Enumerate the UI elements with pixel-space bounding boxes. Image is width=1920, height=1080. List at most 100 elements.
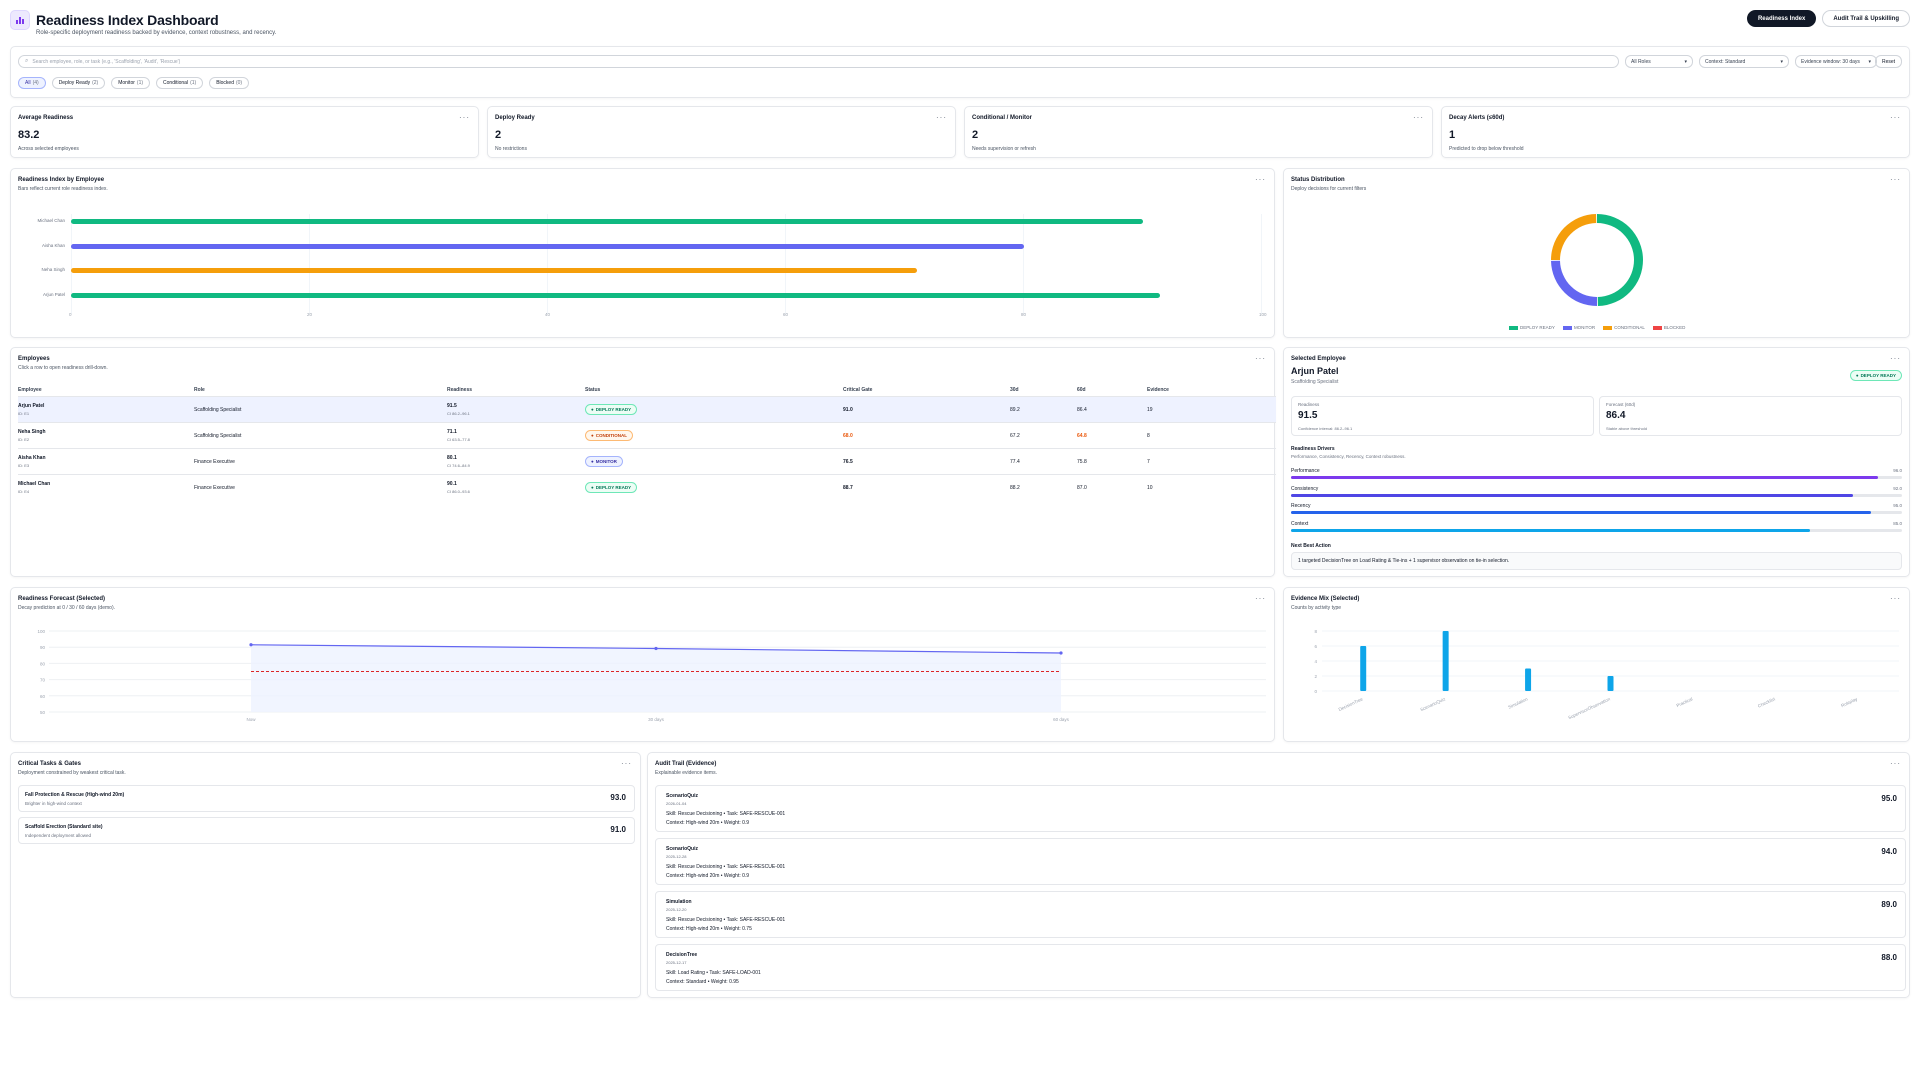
forecast-60d: 75.8 (1077, 459, 1087, 465)
x-tick-label: 0 (69, 312, 72, 317)
legend-item: CONDITIONAL (1603, 325, 1645, 330)
audit-item[interactable]: Simulation 2025-12-20 Skill: Rescue Decisi… (655, 891, 1906, 938)
evidence-bar[interactable] (1607, 676, 1614, 691)
y-tick-label: 6 (1314, 644, 1317, 649)
audit-skill-line: Skill: Load Rating • Task: SAFE-LOAD-001 (666, 970, 761, 976)
column-header: 60d (1077, 387, 1086, 393)
audit-date: 2026-01-04 (666, 801, 687, 806)
kpi-title: Average Readiness (18, 115, 74, 121)
more-menu-icon[interactable]: ··· (459, 113, 470, 122)
table-row[interactable]: Arjun Patel ID: E1 Scaffolding Specialist 9… (18, 396, 1276, 422)
bar-label: Michael Chan (37, 218, 65, 223)
selected-name: Arjun Patel (1291, 366, 1339, 376)
readiness-ci: CI 63.5–77.8 (447, 437, 470, 442)
critical-task-item[interactable]: Fall Protection & Rescue (High-wind 20m)… (18, 785, 635, 812)
forecast-30d: 67.2 (1010, 433, 1020, 439)
filter-chip[interactable]: Blocked (0) (209, 77, 250, 89)
audit-item[interactable]: ScenarioQuiz 2025-12-28 Skill: Rescue Deci… (655, 838, 1906, 885)
donut-slice[interactable] (1551, 260, 1597, 306)
employee-role: Finance Executive (194, 459, 235, 465)
x-tick-label: Now (246, 717, 256, 722)
kpi-card: Decay Alerts (≤60d) ··· 1 Predicted to drop… (1441, 106, 1910, 158)
evidence-bar[interactable] (1525, 668, 1532, 692)
critical-tasks-title: Critical Tasks & Gates (18, 761, 81, 767)
grid-line (785, 214, 786, 314)
more-menu-icon[interactable]: ··· (1890, 354, 1901, 363)
employee-role: Finance Executive (194, 485, 235, 491)
more-menu-icon[interactable]: ··· (1255, 594, 1266, 603)
more-menu-icon[interactable]: ··· (1255, 354, 1266, 363)
tab-readiness-index[interactable]: Readiness Index (1746, 10, 1817, 27)
donut-slice[interactable] (1551, 214, 1597, 260)
task-score: 93.0 (610, 793, 626, 802)
forecast-chart-title: Readiness Forecast (Selected) (18, 596, 106, 602)
context-select[interactable]: Context: Standard ▾ (1699, 55, 1789, 68)
kpi-card: Average Readiness ··· 83.2 Across selected … (10, 106, 479, 158)
more-menu-icon[interactable]: ··· (1890, 594, 1901, 603)
employee-name: Aisha Khan (18, 455, 46, 461)
tab-audit-trail[interactable]: Audit Trail & Upskilling (1822, 10, 1910, 27)
filter-chip[interactable]: Deploy Ready (2) (51, 77, 106, 89)
more-menu-icon[interactable]: ··· (621, 759, 632, 768)
x-tick-label: Practical (1676, 696, 1694, 708)
forecast-point[interactable] (249, 643, 253, 647)
more-menu-icon[interactable]: ··· (1890, 759, 1901, 768)
selected-title: Selected Employee (1291, 356, 1346, 362)
x-tick-label: 40 (545, 312, 551, 317)
role-select[interactable]: All Roles ▾ (1625, 55, 1693, 68)
kpi-note: Across selected employees (18, 146, 79, 152)
audit-item[interactable]: DecisionTree 2025-12-17 Skill: Load Rating… (655, 944, 1906, 991)
kpi-note: Predicted to drop below threshold (1449, 146, 1524, 152)
more-menu-icon[interactable]: ··· (1890, 175, 1901, 184)
x-tick-label: Roleplay (1840, 696, 1859, 708)
legend-swatch (1652, 325, 1662, 330)
readiness-bar[interactable] (71, 268, 918, 273)
window-select[interactable]: Evidence window: 30 days ▾ (1795, 55, 1877, 68)
more-menu-icon[interactable]: ··· (1255, 175, 1266, 184)
employee-name: Michael Chan (18, 481, 51, 487)
more-menu-icon[interactable]: ··· (936, 113, 947, 122)
filter-chip[interactable]: Monitor (1) (111, 77, 151, 89)
filter-bar: ⌕ Search employee, role, or task (e.g., … (10, 46, 1910, 98)
more-menu-icon[interactable]: ··· (1413, 113, 1424, 122)
audit-context-line: Context: High-wind 20m • Weight: 0.9 (666, 873, 750, 879)
kpi-value: 2 (972, 129, 979, 141)
donut-slice[interactable] (1597, 214, 1643, 306)
page-subtitle: Role-specific deployment readiness backe… (36, 30, 277, 36)
y-tick-label: 70 (40, 678, 46, 683)
table-row[interactable]: Aisha Khan ID: E3 Finance Executive 80.1 CI … (18, 448, 1276, 474)
evidence-bar-chart: 8 6 4 2 0 DecisionTree ScenarioQuiz Simulation S… (1314, 629, 1899, 720)
kpi-value: 83.2 (18, 129, 40, 141)
filter-chip[interactable]: Conditional (1) (156, 77, 204, 89)
filter-chip[interactable]: All (4) (18, 77, 46, 89)
legend-swatch (1509, 325, 1518, 330)
table-row[interactable]: Michael Chan ID: E4 Finance Executive 90.1 C… (18, 474, 1276, 500)
driver-label: Performance (1291, 468, 1320, 474)
readiness-bar[interactable] (71, 219, 1144, 224)
search-input[interactable]: ⌕ Search employee, role, or task (e.g., … (18, 55, 1619, 68)
evidence-bar[interactable] (1360, 646, 1367, 691)
forecast-chart-card: Readiness Forecast (Selected) Decay pred… (10, 587, 1275, 742)
readiness-bar[interactable] (71, 292, 1160, 298)
forecast-point[interactable] (654, 646, 658, 651)
status-distribution-card: Status Distribution Deploy decisions for… (1283, 168, 1910, 338)
chevron-down-icon: ▾ (1868, 58, 1871, 65)
forecast-60d: 86.4 (1077, 407, 1087, 413)
evidence-chart-title: Evidence Mix (Selected) (1291, 596, 1360, 602)
readiness-bar[interactable] (71, 243, 1025, 249)
x-tick-label: 60 (783, 312, 789, 317)
audit-title: Audit Trail (Evidence) (655, 761, 717, 767)
audit-item[interactable]: ScenarioQuiz 2026-01-04 Skill: Rescue Deci… (655, 785, 1906, 832)
table-row[interactable]: Neha Singh ID: E2 Scaffolding Specialist 71… (18, 422, 1276, 448)
evidence-bar[interactable] (1442, 631, 1449, 691)
kpi-card: Deploy Ready ··· 2 No restrictions (487, 106, 956, 158)
more-menu-icon[interactable]: ··· (1890, 113, 1901, 122)
critical-task-item[interactable]: Scaffold Erection (Standard site) Indepen… (18, 817, 635, 844)
selected-status-badge: ● DEPLOY READY (1849, 370, 1902, 381)
y-tick-label: 60 (40, 694, 46, 699)
task-subtitle: Brighter in high-wind context (25, 801, 82, 806)
forecast-point[interactable] (1059, 651, 1063, 655)
kpi-title: Deploy Ready (495, 115, 535, 121)
reset-button[interactable]: Reset (1875, 55, 1902, 68)
kpi-title: Decay Alerts (≤60d) (1449, 115, 1505, 121)
